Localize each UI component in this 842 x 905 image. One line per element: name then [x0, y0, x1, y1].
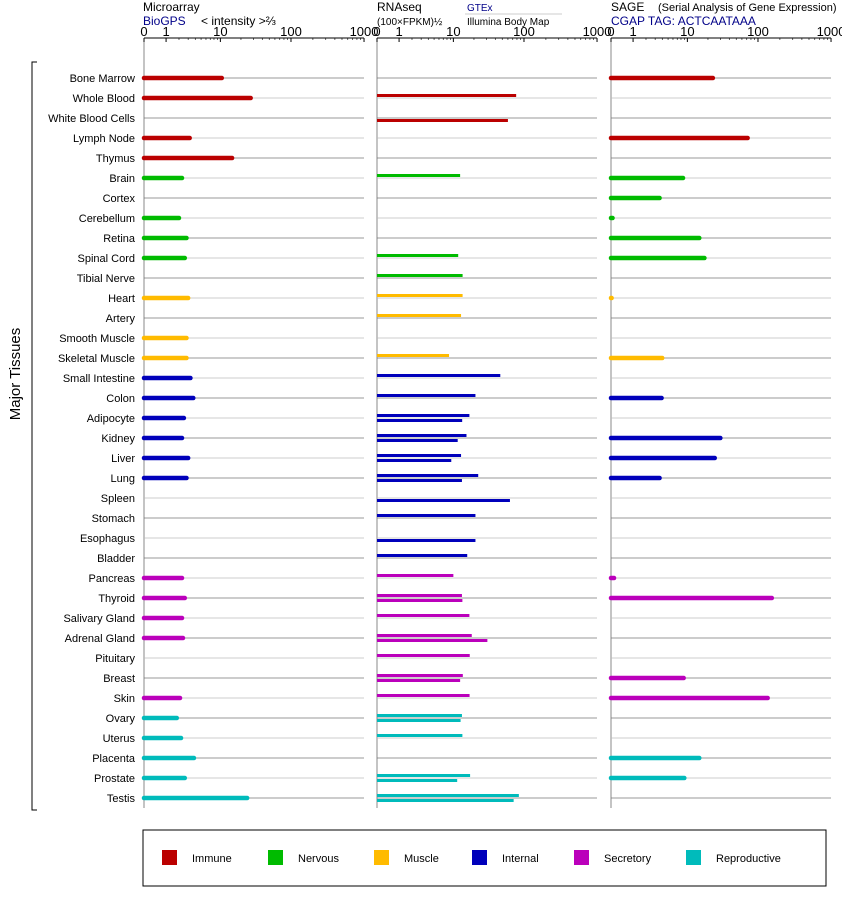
legend-label: Secretory: [604, 853, 652, 865]
microarray-panel: 0 1 10 100 1000: [140, 24, 378, 808]
category-label: Salivary Gland: [63, 613, 135, 625]
legend-box: [142, 829, 827, 887]
category-label: Breast: [103, 673, 135, 685]
category-label: Lung: [111, 473, 135, 485]
sage-subtitle: (Serial Analysis of Gene Expression): [658, 2, 837, 14]
category-label: Skin: [114, 693, 135, 705]
sage-tick-label: 1: [629, 24, 636, 39]
category-label: Kidney: [101, 433, 135, 445]
rnaseq-panel: 0 1 10 100 1000: [373, 24, 611, 808]
category-label: Smooth Muscle: [59, 333, 135, 345]
legend-swatch: [162, 850, 177, 865]
y-axis-label: Major Tissues: [7, 328, 24, 421]
category-label: Cortex: [103, 193, 136, 205]
category-label: Placenta: [92, 753, 136, 765]
category-label: Lymph Node: [73, 133, 135, 145]
sage-panel: 0 1 10 100 1000: [607, 24, 842, 808]
rnaseq-tick-label: 10: [446, 24, 460, 39]
category-label: Thymus: [96, 153, 136, 165]
rnaseq-tick-label: 0: [373, 24, 380, 39]
legend: Immune Nervous Muscle Internal Secretory Repr…: [162, 850, 781, 865]
microarray-tick-label: 100: [280, 24, 302, 39]
legend-swatch: [374, 850, 389, 865]
category-label: Small Intestine: [63, 373, 135, 385]
category-label: Testis: [107, 793, 136, 805]
rnaseq-source-gtex: GTEx: [467, 3, 493, 14]
legend-label: Internal: [502, 853, 539, 865]
category-label: Esophagus: [80, 533, 136, 545]
sage-tick-label: 100: [747, 24, 769, 39]
category-label: White Blood Cells: [48, 113, 135, 125]
category-label: Ovary: [106, 713, 136, 725]
rnaseq-title: RNAseq: [377, 0, 422, 14]
sage-tick-label: 0: [607, 24, 614, 39]
legend-label: Reproductive: [716, 853, 781, 865]
category-label: Bladder: [97, 553, 135, 565]
rnaseq-tick-label: 1000: [583, 24, 612, 39]
legend-swatch: [574, 850, 589, 865]
sage-tick-label: 1000: [817, 24, 842, 39]
microarray-tick-label: 10: [213, 24, 227, 39]
category-label: Uterus: [103, 733, 136, 745]
category-label: Adrenal Gland: [65, 633, 135, 645]
category-label: Spinal Cord: [78, 253, 135, 265]
category-label: Adipocyte: [87, 413, 135, 425]
category-label: Whole Blood: [73, 93, 135, 105]
rnaseq-tick-label: 100: [513, 24, 535, 39]
microarray-unit: < intensity >⅔: [201, 14, 276, 28]
microarray-tick-label: 1: [162, 24, 169, 39]
microarray-source: BioGPS: [143, 14, 186, 28]
category-label: Stomach: [92, 513, 135, 525]
rnaseq-unit: (100×FPKM)½: [377, 17, 443, 28]
legend-swatch: [268, 850, 283, 865]
category-label: Colon: [106, 393, 135, 405]
category-label: Liver: [111, 453, 135, 465]
category-label: Artery: [106, 313, 136, 325]
category-label: Prostate: [94, 773, 135, 785]
category-label: Retina: [103, 233, 136, 245]
legend-label: Muscle: [404, 853, 439, 865]
rnaseq-tick-label: 1: [395, 24, 402, 39]
category-label: Bone Marrow: [70, 73, 135, 85]
y-axis-bracket: [31, 61, 37, 811]
sage-tick-label: 10: [680, 24, 694, 39]
category-label: Heart: [108, 293, 135, 305]
category-label: Pancreas: [89, 573, 136, 585]
microarray-tick-label: 1000: [350, 24, 379, 39]
sage-title: SAGE: [611, 0, 644, 14]
sage-tag: CGAP TAG: ACTCAATAAA: [611, 14, 756, 28]
rnaseq-source-illumina: Illumina Body Map: [467, 17, 550, 28]
category-label: Pituitary: [95, 653, 135, 665]
legend-swatch: [472, 850, 487, 865]
legend-label: Nervous: [298, 853, 339, 865]
category-label: Thyroid: [98, 593, 135, 605]
microarray-title: Microarray: [143, 0, 200, 14]
category-label: Tibial Nerve: [77, 273, 135, 285]
category-label: Spleen: [101, 493, 135, 505]
category-label: Brain: [109, 173, 135, 185]
legend-label: Immune: [192, 853, 232, 865]
category-label: Cerebellum: [79, 213, 135, 225]
legend-swatch: [686, 850, 701, 865]
microarray-tick-label: 0: [140, 24, 147, 39]
category-label: Skeletal Muscle: [58, 353, 135, 365]
